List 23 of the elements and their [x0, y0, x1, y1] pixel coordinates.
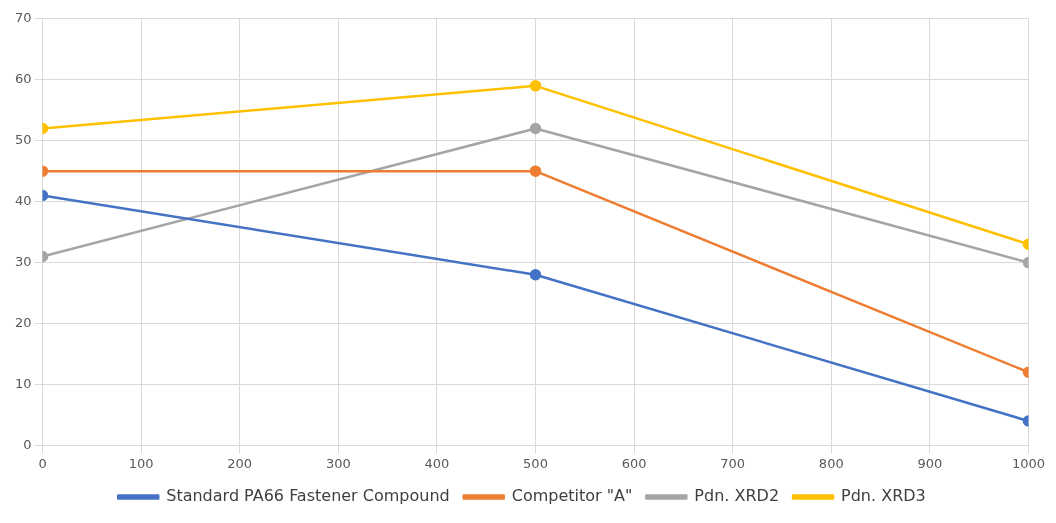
y-tick-label: 60	[15, 71, 32, 87]
x-tick-label: 400	[424, 455, 450, 471]
y-tick-label: 40	[15, 193, 32, 208]
x-tick-label: 0	[38, 455, 47, 471]
x-tick-label: 300	[325, 455, 351, 471]
x-tick-label: 500	[523, 455, 548, 471]
x-tick-label: 800	[818, 455, 844, 471]
y-tick-label: 30	[15, 253, 32, 269]
y-tick-label: 10	[15, 375, 32, 391]
y-tick-label: 20	[15, 314, 32, 330]
y-tick-label: 70	[15, 10, 32, 26]
legend-label: Pdn. XRD3	[841, 486, 926, 506]
x-tick-label: 600	[621, 455, 647, 471]
legend-label: Standard PA66 Fastener Compound	[166, 486, 450, 506]
y-tick-label: 50	[15, 132, 32, 148]
legend-label: Competitor "A"	[511, 486, 633, 506]
x-tick-label: 900	[917, 455, 943, 471]
x-tick-label: 700	[720, 455, 746, 471]
x-tick-label: 200	[227, 455, 253, 471]
x-tick-label: 100	[128, 455, 154, 471]
y-tick-label: 0	[23, 436, 32, 452]
x-tick-label: 1000	[1011, 455, 1045, 471]
legend-label: Pdn. XRD2	[694, 486, 780, 506]
